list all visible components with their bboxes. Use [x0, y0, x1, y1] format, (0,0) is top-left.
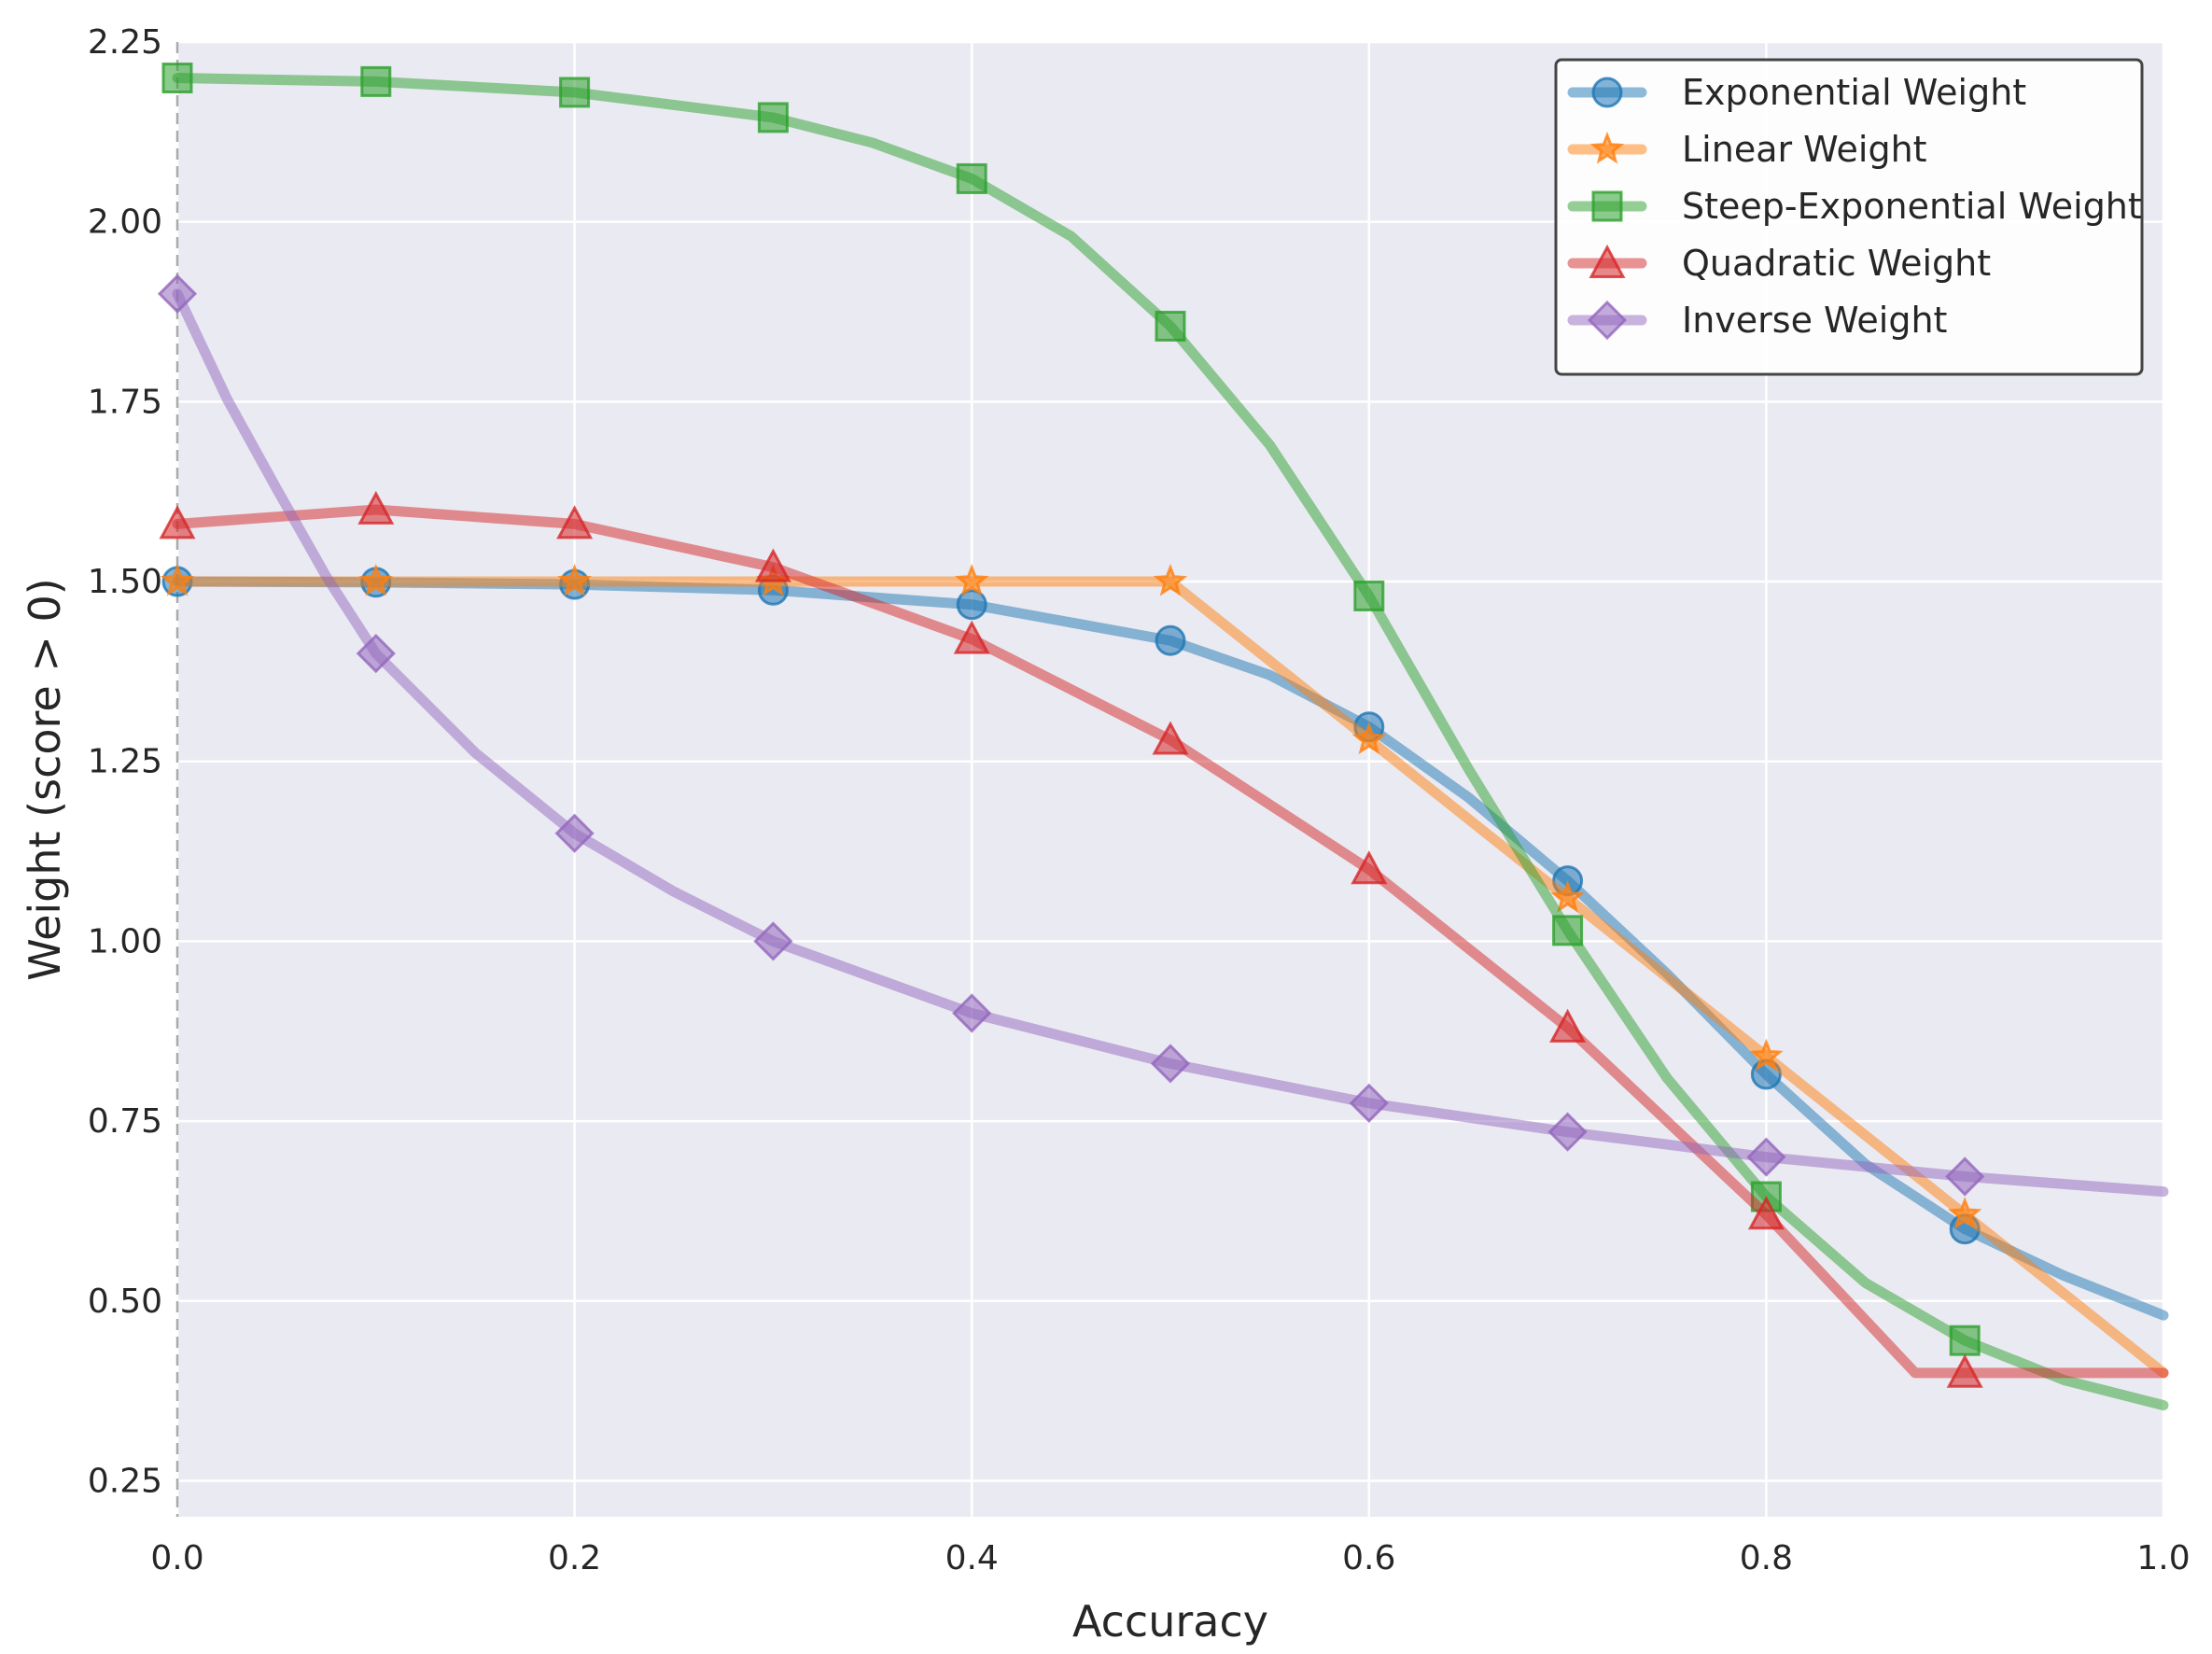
legend: Exponential Weight Linear Weight Steep-Exp…	[1554, 58, 2144, 376]
x-tick-label: 0.0	[150, 1539, 203, 1577]
legend-marker	[1591, 77, 1623, 108]
y-tick-label: 2.00	[88, 203, 162, 242]
data-point	[1353, 580, 1385, 611]
legend-entry: Linear Weight	[1567, 129, 1927, 170]
data-point	[1946, 1353, 1983, 1388]
data-point	[360, 65, 392, 97]
y-tick-label: 1.50	[88, 563, 162, 601]
data-point	[554, 813, 595, 853]
data-point	[1349, 1083, 1389, 1123]
y-tick-label: 2.25	[88, 23, 162, 62]
y-tick-label: 1.75	[88, 383, 162, 421]
legend-label: Steep-Exponential Weight	[1682, 186, 2142, 227]
data-point	[1549, 1008, 1587, 1043]
y-axis-label: Weight (score > 0)	[20, 578, 70, 980]
legend-entry: Exponential Weight	[1567, 72, 2026, 113]
x-tick-label: 0.6	[1342, 1539, 1395, 1577]
data-point	[1547, 1112, 1588, 1152]
data-point	[356, 634, 396, 674]
legend-marker	[1587, 300, 1628, 341]
data-point	[1150, 1044, 1191, 1084]
legend-label: Inverse Weight	[1682, 300, 1947, 341]
legend-label: Linear Weight	[1682, 129, 1927, 170]
data-point	[357, 490, 395, 525]
x-tick-label: 1.0	[2136, 1539, 2190, 1577]
series-layer	[157, 63, 2169, 1411]
series-line	[172, 288, 2169, 1198]
data-point	[753, 921, 793, 961]
data-point	[557, 563, 592, 596]
data-point	[160, 563, 195, 596]
legend-box	[1554, 58, 2144, 376]
data-point	[956, 162, 987, 194]
data-point	[559, 77, 591, 108]
data-point	[953, 620, 990, 654]
data-point	[952, 993, 992, 1033]
legend-label: Quadratic Weight	[1682, 243, 1991, 284]
x-tick-label: 0.4	[945, 1539, 999, 1577]
legend-marker	[1591, 190, 1623, 222]
data-point	[955, 563, 989, 596]
data-point	[1351, 850, 1388, 885]
tick-labels: 0.0 0.2 0.4 0.6 0.8 1.0 0.25 0.50 0.75 1.00 1.25 1.…	[88, 23, 2191, 1577]
data-point	[1155, 310, 1186, 342]
data-point	[757, 102, 789, 133]
data-point	[754, 548, 791, 582]
data-point	[556, 505, 594, 540]
y-tick-label: 0.25	[88, 1462, 162, 1500]
data-point	[358, 563, 393, 596]
data-point	[956, 589, 987, 621]
legend-label: Exponential Weight	[1682, 72, 2026, 113]
series-2	[160, 563, 2169, 1379]
series-3	[161, 63, 2169, 1411]
data-point	[161, 63, 193, 94]
data-point	[1949, 1325, 1981, 1356]
series-line	[172, 73, 2169, 1411]
data-point	[1155, 624, 1186, 656]
legend-entry: Quadratic Weight	[1567, 243, 1991, 284]
data-point	[1552, 915, 1584, 946]
data-point	[1351, 722, 1386, 755]
series-4	[159, 490, 2169, 1388]
y-tick-label: 0.50	[88, 1283, 162, 1321]
data-point	[1746, 1137, 1786, 1177]
legend-entry: Steep-Exponential Weight	[1567, 186, 2142, 227]
data-point	[1152, 721, 1189, 755]
y-tick-label: 1.00	[88, 922, 162, 960]
data-point	[1945, 1156, 1985, 1197]
x-tick-label: 0.2	[548, 1539, 601, 1577]
data-point	[159, 505, 196, 540]
series-line	[172, 504, 2169, 1379]
legend-entry: Inverse Weight	[1567, 300, 1947, 341]
x-axis-label: Accuracy	[1072, 1596, 1268, 1647]
data-point	[1153, 563, 1188, 596]
legend-marker	[1589, 244, 1626, 278]
data-point	[1749, 1038, 1784, 1072]
x-tick-label: 0.8	[1740, 1539, 1793, 1577]
legend-marker	[1589, 131, 1625, 164]
data-point	[1550, 880, 1585, 913]
data-point	[1948, 1197, 1982, 1229]
y-tick-label: 0.75	[88, 1102, 162, 1141]
series-5	[157, 273, 2169, 1198]
data-point	[157, 273, 198, 314]
grid-lines	[175, 40, 2165, 1517]
y-tick-label: 1.25	[88, 743, 162, 781]
series-line	[172, 576, 2169, 1321]
data-point	[1747, 1196, 1785, 1230]
